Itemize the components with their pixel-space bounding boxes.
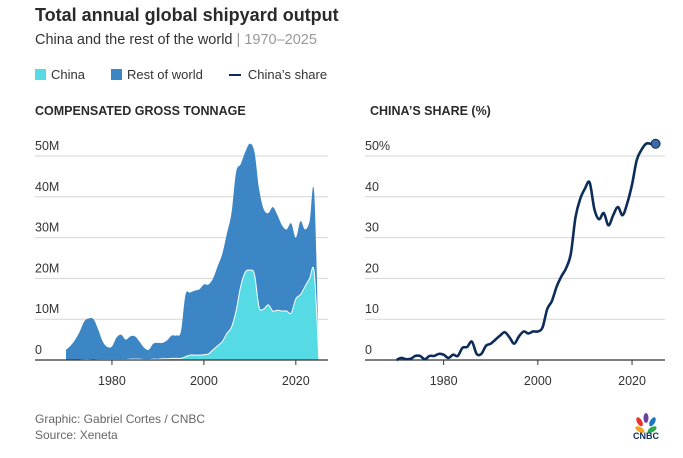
footer: Graphic: Gabriel Cortes / CNBC Source: X… [35,411,205,443]
legend-line-china-share [228,73,241,76]
y-tick-label: 20M [35,261,59,275]
x-tick-label: 1980 [98,374,126,388]
legend-item-china: China [35,67,85,82]
logo-text: CNBC [633,431,659,440]
y-tick-label: 0 [35,343,42,357]
share-end-marker [650,138,661,149]
legend-swatch-rest-of-world [110,69,122,80]
tonnage-area-chart: 0 10M 20M 30M 40M 50M 1980 2000 2020 [35,139,328,388]
legend: China Rest of world China’s share [35,67,353,82]
share-line-chart: 0 10 20 30 40 50% 1980 2000 2020 [365,138,665,388]
y-tick-label: 40 [365,180,379,194]
y-tick-label: 0 [365,343,372,357]
x-tick-label: 2000 [524,374,552,388]
right-chart-title: CHINA’S SHARE (%) [370,104,491,118]
cnbc-logo: CNBC [633,413,659,440]
x-tick-label: 2020 [282,374,310,388]
left-chart-title: COMPENSATED GROSS TONNAGE [35,104,246,118]
x-tick-label: 1980 [430,374,458,388]
source-text: Source: Xeneta [35,428,118,442]
y-tick-label: 50% [365,139,390,153]
x-tick-label: 2000 [190,374,218,388]
y-tick-label: 30M [35,221,59,235]
x-tick-label: 2020 [618,374,646,388]
y-tick-label: 40M [35,180,59,194]
legend-label: China’s share [247,67,328,82]
chart-subtitle: China and the rest of the world | 1970–2… [35,32,317,48]
legend-item-china-share: China’s share [228,67,328,82]
y-tick-label: 20 [365,261,379,275]
subtitle-text: China and the rest of the world [35,32,233,48]
legend-swatch-china [35,69,46,80]
credit-text: Graphic: Gabriel Cortes / CNBC [35,412,206,426]
y-tick-label: 10M [35,302,59,316]
chart-title: Total annual global shipyard output [35,5,339,25]
y-tick-label: 30 [365,221,379,235]
legend-label: China [51,67,85,82]
subtitle-separator: | [232,32,245,48]
subtitle-range: 1970–2025 [244,32,317,48]
y-tick-label: 50M [35,139,59,153]
legend-label: Rest of world [126,67,203,82]
y-tick-label: 10 [365,302,379,316]
share-line [395,142,656,362]
legend-item-rest-of-world: Rest of world [110,67,203,82]
